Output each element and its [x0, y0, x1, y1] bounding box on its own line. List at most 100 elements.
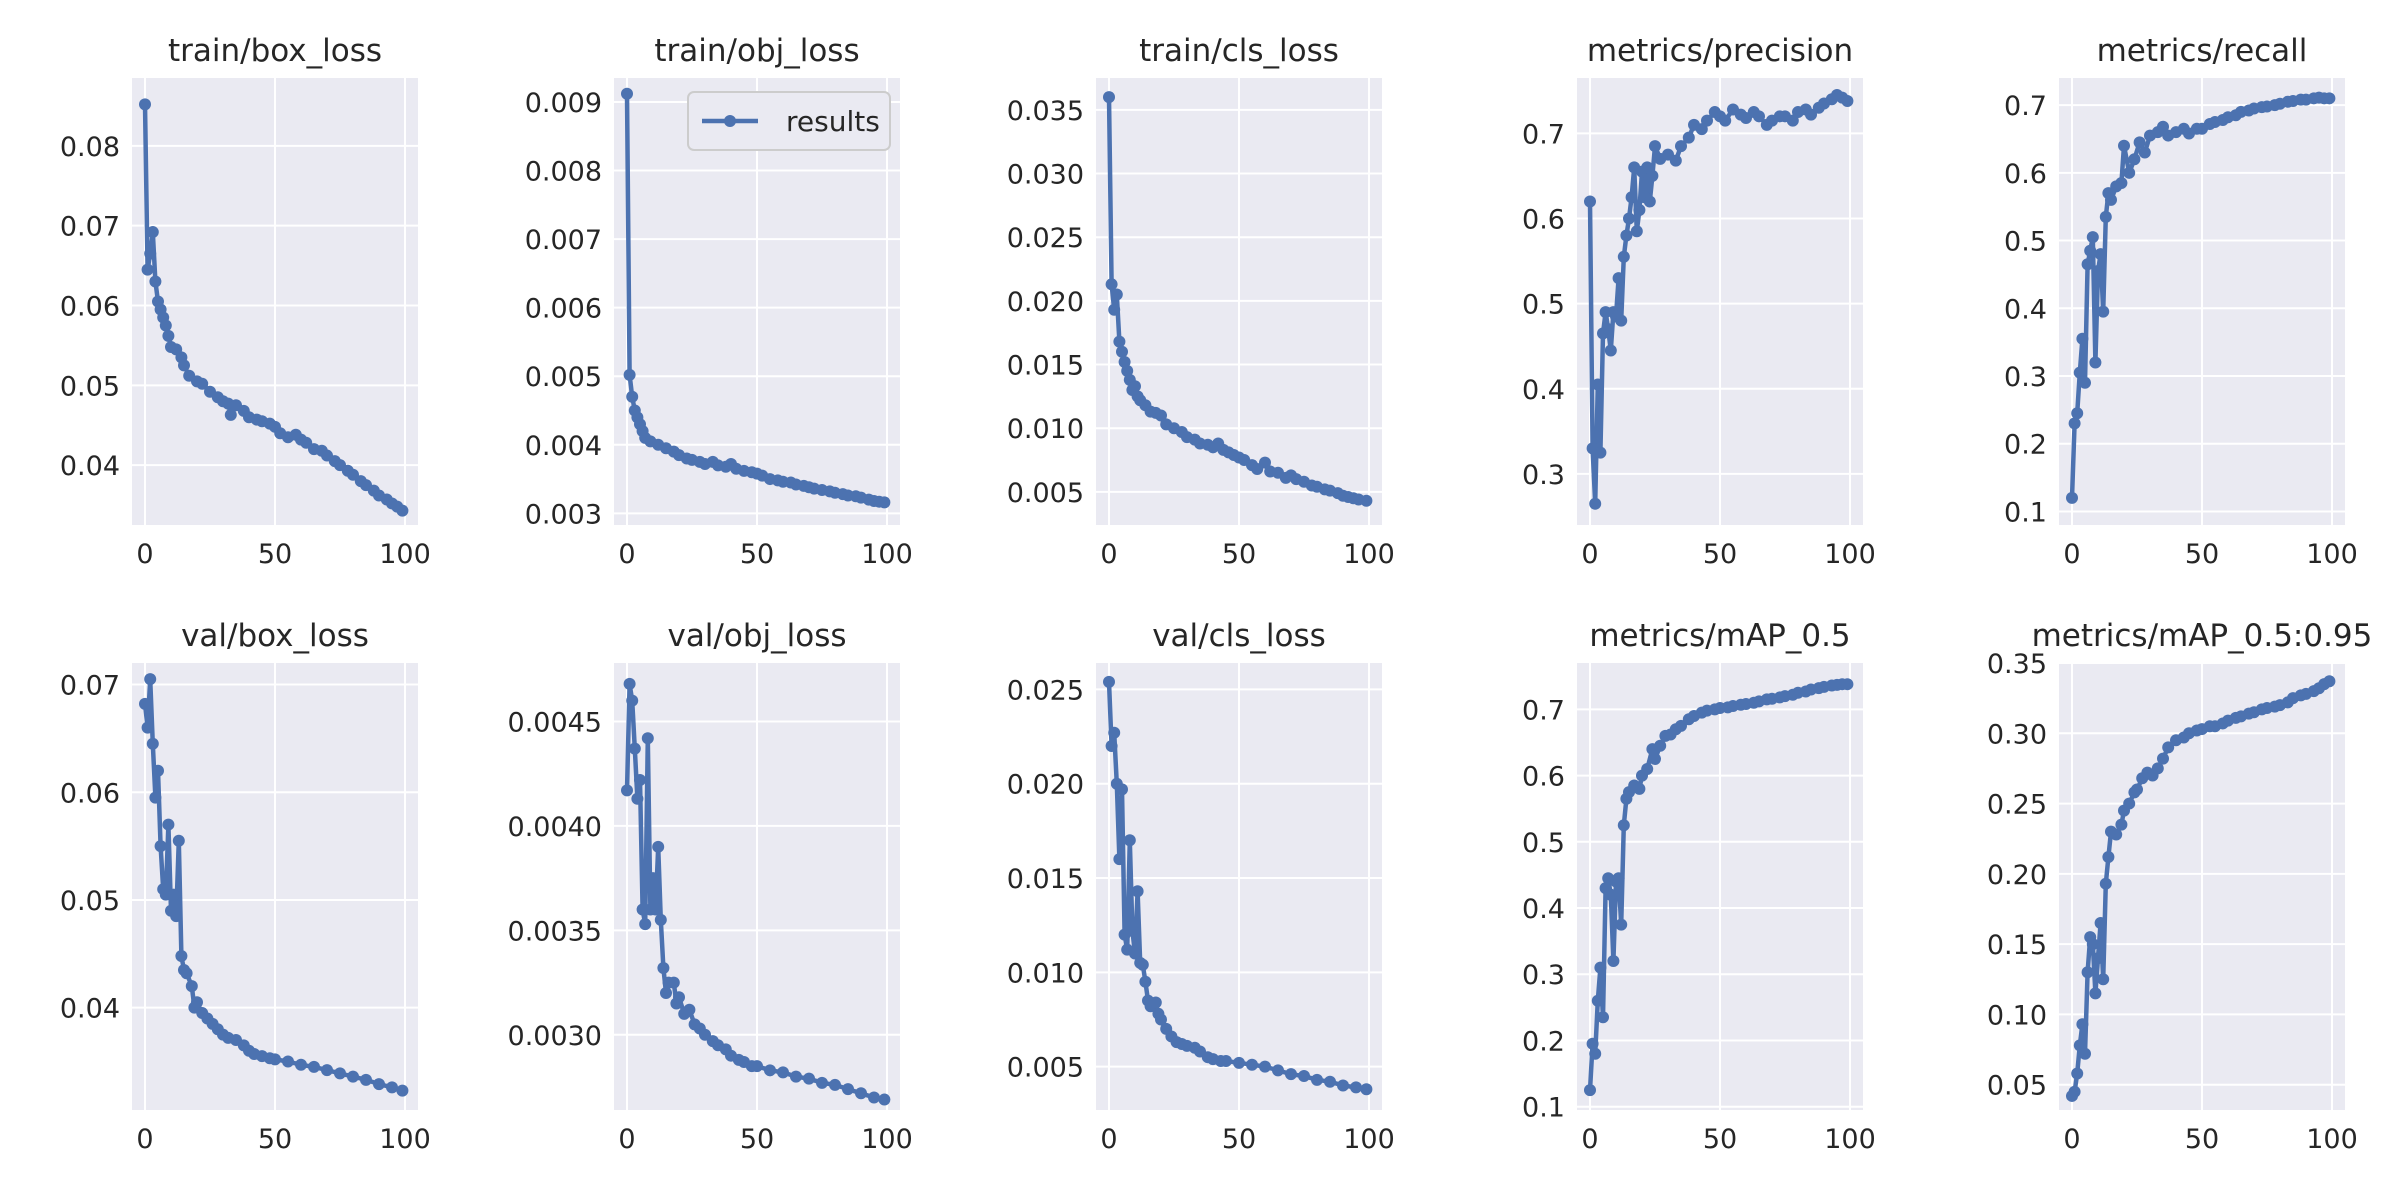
y-tick-label: 0.25 — [1987, 790, 2047, 821]
data-point — [2071, 1067, 2084, 1080]
data-point — [162, 329, 175, 342]
y-tick-label: 0.5 — [2004, 227, 2047, 258]
data-point — [829, 1078, 841, 1091]
data-point — [652, 840, 665, 853]
data-point — [2157, 752, 2169, 765]
data-point — [2086, 938, 2099, 951]
data-point — [2323, 675, 2336, 688]
chart-title: val/cls_loss — [1152, 618, 1326, 654]
y-tick-label: 0.20 — [1987, 860, 2047, 891]
data-point — [347, 1070, 359, 1083]
data-point — [1594, 961, 1607, 974]
data-point — [149, 791, 162, 804]
data-point — [621, 784, 633, 797]
x-tick-label: 50 — [1703, 1124, 1737, 1155]
data-point — [1123, 834, 1136, 847]
data-point — [1584, 1084, 1596, 1097]
data-point — [2086, 231, 2099, 244]
data-point — [1682, 131, 1695, 144]
data-point — [1633, 782, 1646, 795]
data-point — [1110, 288, 1123, 301]
y-tick-label: 0.3 — [1522, 460, 1565, 491]
data-point — [2094, 248, 2107, 261]
x-tick-label: 0 — [1100, 1124, 1117, 1155]
data-point — [2071, 407, 2084, 420]
y-tick-label: 0.015 — [1007, 351, 1084, 382]
x-tick-label: 100 — [2306, 539, 2358, 570]
data-point — [1646, 169, 1659, 182]
data-point — [396, 1084, 409, 1097]
y-tick-label: 0.006 — [525, 294, 602, 325]
data-point — [1272, 1064, 1284, 1077]
x-tick-label: 50 — [740, 539, 774, 570]
data-point — [1589, 497, 1602, 510]
data-point — [1126, 924, 1139, 937]
data-point — [1649, 753, 1661, 766]
data-point — [842, 1083, 854, 1096]
data-point — [673, 991, 685, 1004]
data-point — [167, 888, 180, 901]
data-point — [1136, 958, 1149, 971]
data-point — [790, 1070, 802, 1083]
x-tick-label: 0 — [1581, 1124, 1598, 1155]
data-point — [170, 910, 183, 923]
data-point — [1591, 378, 1604, 391]
data-point — [1649, 140, 1661, 153]
subplot-4: metrics/recall 0 50 100 0.1 0.2 0.3 0.4 0.5 0.6 0.… — [2004, 33, 2358, 570]
data-point — [144, 247, 157, 260]
data-point — [282, 1055, 294, 1068]
data-point — [764, 1064, 776, 1077]
y-tick-label: 0.007 — [525, 225, 602, 256]
x-tick-label: 100 — [1824, 1124, 1876, 1155]
y-tick-label: 0.004 — [525, 431, 602, 462]
data-point — [2110, 828, 2123, 841]
data-point — [1259, 1060, 1271, 1073]
data-point — [1643, 195, 1656, 208]
data-point — [139, 697, 151, 710]
subplot-7: val/cls_loss 0 50 100 0.005 0.010 0.015 0.020 0.… — [1007, 618, 1395, 1155]
x-tick-label: 100 — [379, 539, 431, 570]
data-point — [1591, 994, 1604, 1007]
data-point — [396, 504, 409, 517]
data-point — [1630, 225, 1643, 238]
data-point — [660, 987, 672, 1000]
subplot-6: val/obj_loss 0 50 100 0.0030 0.0035 0.0040 0.00… — [508, 618, 913, 1155]
data-point — [2157, 120, 2169, 133]
data-point — [1311, 1073, 1323, 1086]
y-tick-label: 0.07 — [60, 212, 120, 243]
y-tick-label: 0.0045 — [508, 707, 602, 738]
data-point — [1285, 1068, 1297, 1081]
x-tick-label: 0 — [1100, 539, 1117, 570]
chart-title: metrics/mAP_0.5 — [1589, 618, 1850, 654]
data-point — [141, 721, 154, 734]
legend-marker — [724, 115, 736, 127]
data-point — [1113, 853, 1126, 866]
data-point — [373, 1078, 385, 1091]
data-point — [141, 263, 154, 276]
data-point — [878, 1093, 891, 1106]
data-point — [1612, 872, 1625, 885]
chart-title: metrics/precision — [1587, 33, 1853, 69]
y-tick-label: 0.035 — [1007, 96, 1084, 127]
y-tick-label: 0.030 — [1007, 160, 1084, 191]
data-point — [1103, 91, 1115, 104]
y-tick-label: 0.008 — [525, 157, 602, 188]
x-tick-label: 100 — [861, 539, 913, 570]
data-point — [386, 1081, 398, 1094]
chart-title: train/obj_loss — [654, 33, 859, 69]
data-point — [2323, 92, 2336, 105]
data-point — [1589, 1047, 1602, 1060]
data-point — [2097, 305, 2110, 318]
y-tick-label: 0.06 — [60, 778, 120, 809]
chart-title: val/box_loss — [181, 618, 369, 654]
data-point — [1116, 345, 1128, 358]
data-point — [1669, 154, 1682, 167]
data-point — [803, 1072, 815, 1085]
data-point — [1360, 1083, 1373, 1096]
data-point — [623, 677, 636, 690]
y-tick-label: 0.4 — [1522, 375, 1565, 406]
data-point — [1350, 1081, 1362, 1094]
data-point — [1641, 762, 1654, 775]
data-point — [1633, 203, 1646, 216]
data-point — [2151, 762, 2164, 775]
